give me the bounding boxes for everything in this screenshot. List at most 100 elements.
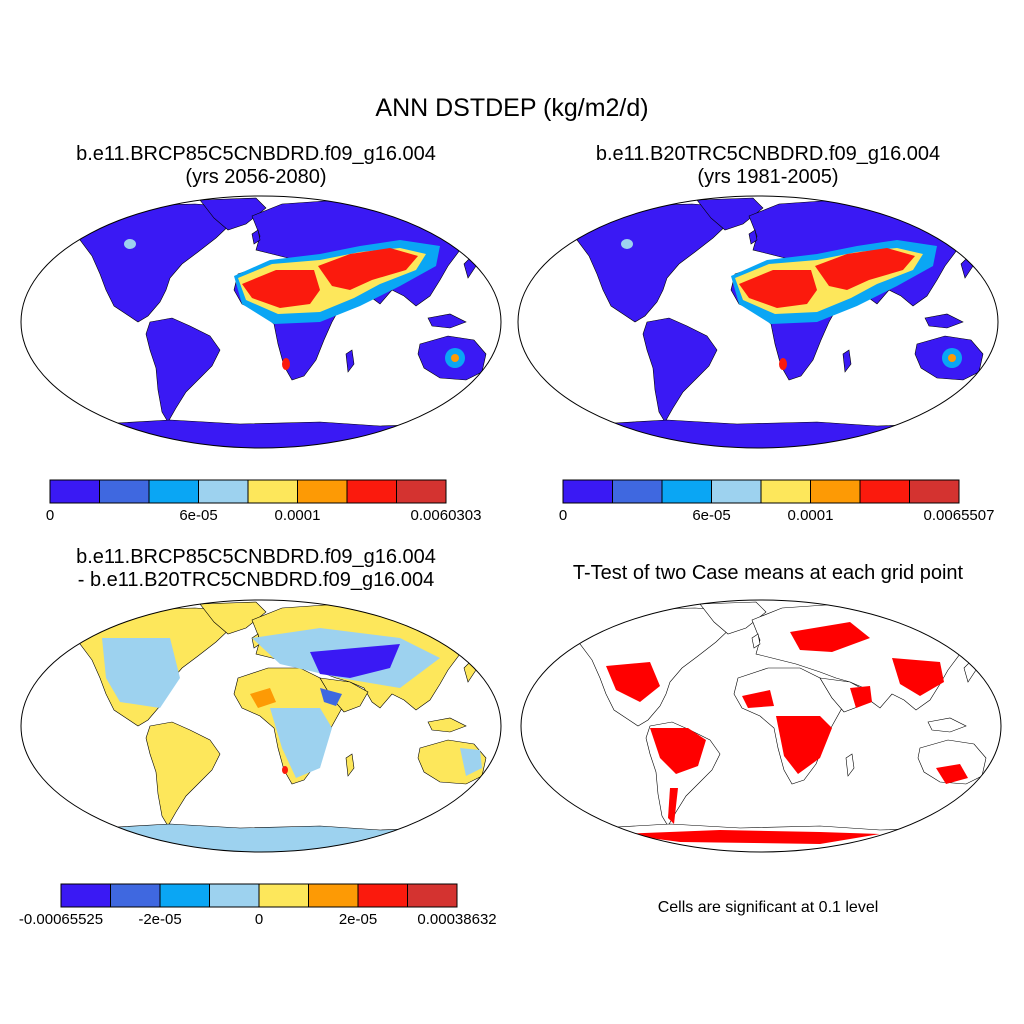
panel-3-colorbar-box [357, 883, 408, 908]
panel-3-maritime-continent-land [427, 717, 467, 733]
panel-2-uk-land [748, 229, 758, 245]
panel-4-significant-australia [936, 764, 968, 784]
panel-4-title-line-1: T-Test of two Case means at each grid po… [572, 562, 964, 584]
panel-3-colorbar-tick-label: 0.00038632 [417, 911, 497, 928]
panel-4-maritime-continent-land [927, 717, 967, 733]
panel-1-colorbar: 0 6e-05 0.0001 0.0060303 [46, 479, 481, 524]
panel-2-south-america-land [642, 317, 718, 423]
panel-4-significant-antarctica [620, 830, 880, 844]
panel-2-colorbar-tick-label: 6e-05 [692, 507, 731, 524]
panel-3-land [21, 601, 501, 852]
panel-2-colorbar-box [859, 479, 910, 504]
panel-1-colorbar-tick-label: 0.0001 [274, 507, 321, 524]
panel-1-colorbar-tick-label: 6e-05 [179, 507, 218, 524]
panel-2-title-line-1: b.e11.B20TRC5CNBDRD.f09_g16.004 [595, 143, 941, 165]
panel-2-map-frame [517, 195, 999, 449]
panel-3-new-zealand-land [493, 779, 501, 796]
panel-2-north-america-dust-spot [621, 239, 633, 249]
panel-3-colorbar-box [60, 883, 111, 908]
panel-2-asia-dust-core [815, 248, 915, 290]
panel-3-colorbar-box [407, 883, 458, 908]
panel-4-title: T-Test of two Case means at each grid po… [512, 562, 1024, 585]
panel-1-north-america-dust-spot [124, 239, 136, 249]
panel-1-colorbar-tick-label: 0 [45, 507, 55, 524]
panel-3-australia-negative-area [460, 748, 482, 776]
panel-3-colorbar-box [258, 883, 309, 908]
panel-3-madagascar-land [345, 753, 355, 777]
panel-1-asia-dust-core [318, 248, 418, 290]
panel-4-japan-land [963, 659, 977, 683]
panel-4-map [520, 599, 1002, 853]
panel-4-uk-land [751, 633, 761, 649]
panel-2-colorbar-box [562, 479, 613, 504]
panel-3-asia-strong-negative [310, 644, 400, 678]
panel-3-greenland-land [199, 601, 267, 635]
panel-2-colorbar-box [612, 479, 663, 504]
panel-2-sahara-dust-core [739, 270, 817, 308]
panel-3-title: b.e11.BRCP85C5CNBDRD.f09_g16.004 - b.e11… [0, 546, 512, 592]
panel-2-map [517, 195, 999, 449]
panel-1-title-line-2: (yrs 2056-2080) [185, 166, 327, 188]
panel-3-south-america-land [145, 721, 221, 827]
panel-1-maritime-continent-land [427, 313, 467, 329]
panel-2-colorbar-box [711, 479, 762, 504]
panel-2-colorbar-box [909, 479, 960, 504]
panel-2-colorbar-tick-label: 0.0001 [787, 507, 834, 524]
panel-3-colorbar-box [159, 883, 210, 908]
panel-1-colorbar-box [148, 479, 199, 504]
panel-1-land [21, 197, 501, 448]
panel-4-significant-north-america [606, 662, 660, 702]
panel-1-japan-land [463, 255, 477, 279]
figure-title: ANN DSTDEP (kg/m2/d) [375, 94, 649, 122]
panel-3-japan-land [463, 659, 477, 683]
panel-2-land [518, 197, 998, 448]
panel-3-map-frame [20, 599, 502, 853]
panel-2-japan-land [960, 255, 974, 279]
panel-2-colorbar-tick-label: 0 [558, 507, 568, 524]
panel-4-significant-east-asia [892, 658, 944, 696]
panel-3-colorbar-box [308, 883, 359, 908]
panel-1-colorbar-box [247, 479, 298, 504]
panel-1-antarctica-land [21, 419, 501, 448]
panel-3-north-america-negative-area [102, 638, 180, 708]
panel-3-colorbar-tick-label: -2e-05 [138, 911, 182, 928]
panel-1-uk-land [251, 229, 261, 245]
panel-3-arabia-negative [320, 688, 342, 706]
panel-3-colorbar: -0.00065525 -2e-05 0 2e-05 0.00038632 [19, 883, 497, 928]
panel-4-significant-central-africa [776, 716, 832, 774]
panel-1-map-frame [20, 195, 502, 449]
panel-2-colorbar: 0 6e-05 0.0001 0.0065507 [559, 479, 994, 524]
panel-3-title-line-2: - b.e11.B20TRC5CNBDRD.f09_g16.004 [77, 569, 435, 591]
panel-2-colorbar-box [661, 479, 712, 504]
significance-note: Cells are significant at 0.1 level [657, 899, 879, 916]
panel-1-south-america-land [145, 317, 221, 423]
panel-3-colorbar-tick-label: 0 [254, 911, 264, 928]
panel-1-australia-dust-core [451, 354, 459, 362]
panel-1-new-zealand-land [493, 375, 501, 392]
panel-2-colorbar-boxes [562, 479, 960, 504]
panel-3-colorbar-box [110, 883, 161, 908]
panel-2-maritime-continent-land [924, 313, 964, 329]
panel-1-title-line-1: b.e11.BRCP85C5CNBDRD.f09_g16.004 [76, 143, 436, 165]
panel-4-significant-arabia [850, 686, 872, 708]
panel-3-colorbar-box [209, 883, 260, 908]
panel-1-sahara-dust-core [242, 270, 320, 308]
panel-3-colorbar-boxes [60, 883, 458, 908]
panel-3-kalahari-positive [282, 766, 288, 774]
panel-4-new-zealand-land [993, 779, 1001, 796]
panel-2-title: b.e11.B20TRC5CNBDRD.f09_g16.004 (yrs 198… [512, 143, 1024, 189]
panel-3-colorbar-tick-label: 2e-05 [338, 911, 378, 928]
panel-4-significant-northern-eurasia [790, 622, 870, 652]
panel-1-colorbar-box [346, 479, 397, 504]
panel-2-madagascar-land [842, 349, 852, 373]
panel-1-colorbar-box [198, 479, 249, 504]
panel-4-greenland-land [699, 601, 767, 635]
panel-4-australia-land [917, 739, 987, 785]
panel-1-map [20, 195, 502, 449]
panel-1-colorbar-box [99, 479, 150, 504]
panel-4-significant-patagonia [668, 788, 678, 824]
panel-3-title-line-1: b.e11.BRCP85C5CNBDRD.f09_g16.004 [76, 546, 436, 568]
panel-2-australia-dust-core [948, 354, 956, 362]
panel-2-greenland-land [696, 197, 764, 231]
panel-1-title: b.e11.BRCP85C5CNBDRD.f09_g16.004 (yrs 20… [0, 143, 512, 189]
